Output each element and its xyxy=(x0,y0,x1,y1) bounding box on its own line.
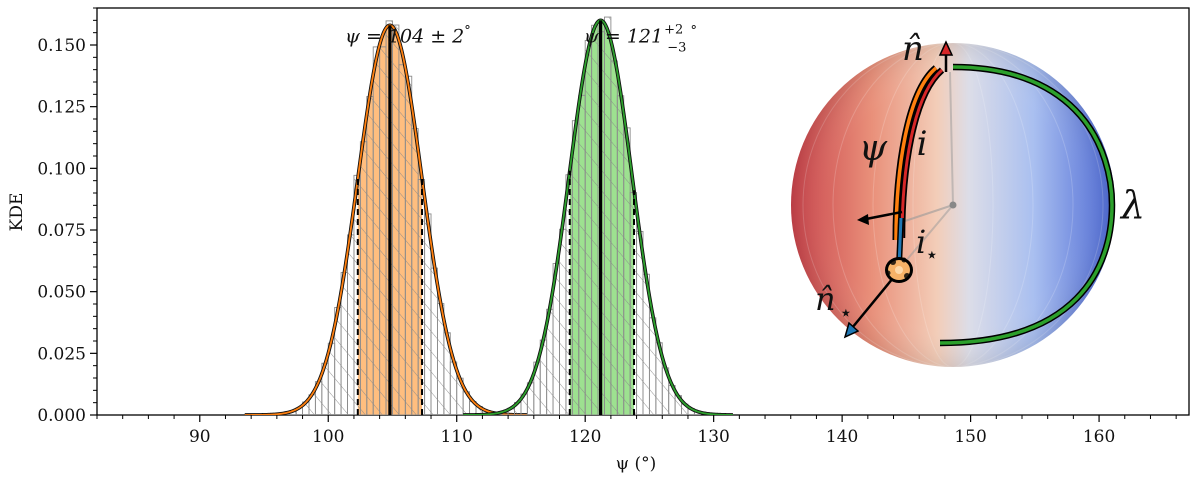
x-tick-label-150: 150 xyxy=(954,427,986,447)
los-arrowhead xyxy=(857,214,869,225)
orange-hist-bar xyxy=(359,141,368,415)
y-axis: 0.000 0.025 0.050 0.075 0.100 0.125 0.150 xyxy=(37,7,97,426)
label-n-hat: n̂ xyxy=(902,29,924,69)
psi-arc xyxy=(894,66,938,241)
label-psi: ψ xyxy=(859,128,888,169)
green-hist-bar xyxy=(623,127,631,415)
green-kde-curve xyxy=(463,19,733,415)
y-tick-label-3: 0.075 xyxy=(37,221,86,241)
green-hist-bar xyxy=(578,94,586,415)
green-hist-bar xyxy=(559,228,567,415)
x-axis-label: ψ (°) xyxy=(616,454,657,474)
x-tick-label-130: 130 xyxy=(697,427,729,447)
x-tick-label-120: 120 xyxy=(569,427,601,447)
green-hist-bar xyxy=(571,120,580,415)
green-hist-bar xyxy=(584,40,593,415)
x-tick-label-110: 110 xyxy=(440,427,472,447)
annotation-green: ψ = 121+2 −3 ° xyxy=(584,23,697,56)
label-n-hat-star: n̂ ⋆ xyxy=(815,280,853,326)
annotation-green-sub: −3 xyxy=(667,41,686,56)
green-hist-bar xyxy=(610,60,618,415)
x-tick-label-90: 90 xyxy=(189,427,211,447)
annotation-green-unit: ° xyxy=(690,24,697,39)
n-hat-star-arrow xyxy=(851,271,899,329)
y-tick-label-6: 0.150 xyxy=(37,36,86,56)
y-tick-label-2: 0.050 xyxy=(37,283,86,303)
y-tick-label-0: 0.000 xyxy=(37,406,86,426)
series-layer xyxy=(244,16,733,415)
orange-hist-bar xyxy=(372,46,381,415)
x-tick-label-140: 140 xyxy=(826,427,858,447)
orange-hist-bar xyxy=(404,75,413,415)
annotation-green-text: ψ = 121 xyxy=(584,26,663,48)
orange-hist-bar xyxy=(430,267,438,415)
annotation-orange: ψ = 104 ± 2° xyxy=(345,24,471,48)
i-arc xyxy=(900,68,943,239)
sphere-center-dot xyxy=(949,201,957,209)
annotation-orange-text: ψ = 104 ± 2 xyxy=(345,26,464,48)
svg-text:n̂: n̂ xyxy=(815,280,836,318)
label-lambda: λ xyxy=(1119,183,1145,227)
n-hat-star-arrowhead xyxy=(843,321,860,339)
label-i-star: i ⋆ xyxy=(916,223,939,268)
label-i: i xyxy=(917,124,928,164)
green-hist-bar xyxy=(616,95,625,415)
y-tick-label-5: 0.125 xyxy=(37,98,86,118)
orange-hist-bar xyxy=(366,96,374,415)
y-tick-label-1: 0.025 xyxy=(37,344,86,364)
sample-cluster xyxy=(885,257,913,283)
green-hist-bar xyxy=(604,16,612,415)
x-tick-label-160: 160 xyxy=(1083,427,1115,447)
series-green xyxy=(463,16,733,415)
orange-hist-bar xyxy=(411,128,419,415)
svg-text:ψ = 121+2−3°: ψ = 121+2 −3 ° xyxy=(584,23,697,56)
orange-hist-bar xyxy=(398,64,406,415)
annotation-green-sup: +2 xyxy=(664,23,683,38)
orange-hist-bar xyxy=(392,24,400,415)
svg-text:i: i xyxy=(916,223,926,261)
orange-kde-curve xyxy=(244,24,528,415)
los-arrow xyxy=(865,210,903,221)
svg-text:ψ = 104 ± 2°: ψ = 104 ± 2° xyxy=(345,24,471,48)
inner-axis-line xyxy=(949,71,954,206)
inner-los-line xyxy=(901,204,954,223)
obliquity-sphere-inset: n̂ ψ i λ i ⋆ n̂ ⋆ xyxy=(791,29,1145,368)
label-i-star-sub: ⋆ xyxy=(925,243,939,268)
x-tick-label-100: 100 xyxy=(312,427,344,447)
x-axis: 90 100 110 120 130 140 150 160 xyxy=(96,415,1177,447)
green-hist-bar xyxy=(591,24,599,415)
orange-hist-bar xyxy=(379,46,387,415)
n-hat-arrowhead xyxy=(938,40,954,56)
y-axis-label: KDE xyxy=(7,193,27,232)
inner-star-axis-line xyxy=(904,204,954,263)
orange-hist-bar xyxy=(347,234,355,415)
series-orange xyxy=(244,20,528,415)
annotation-orange-unit: ° xyxy=(464,24,471,39)
label-n-hat-star-sub: ⋆ xyxy=(839,301,853,326)
y-tick-label-4: 0.100 xyxy=(37,159,86,179)
lambda-arc xyxy=(939,65,1114,345)
